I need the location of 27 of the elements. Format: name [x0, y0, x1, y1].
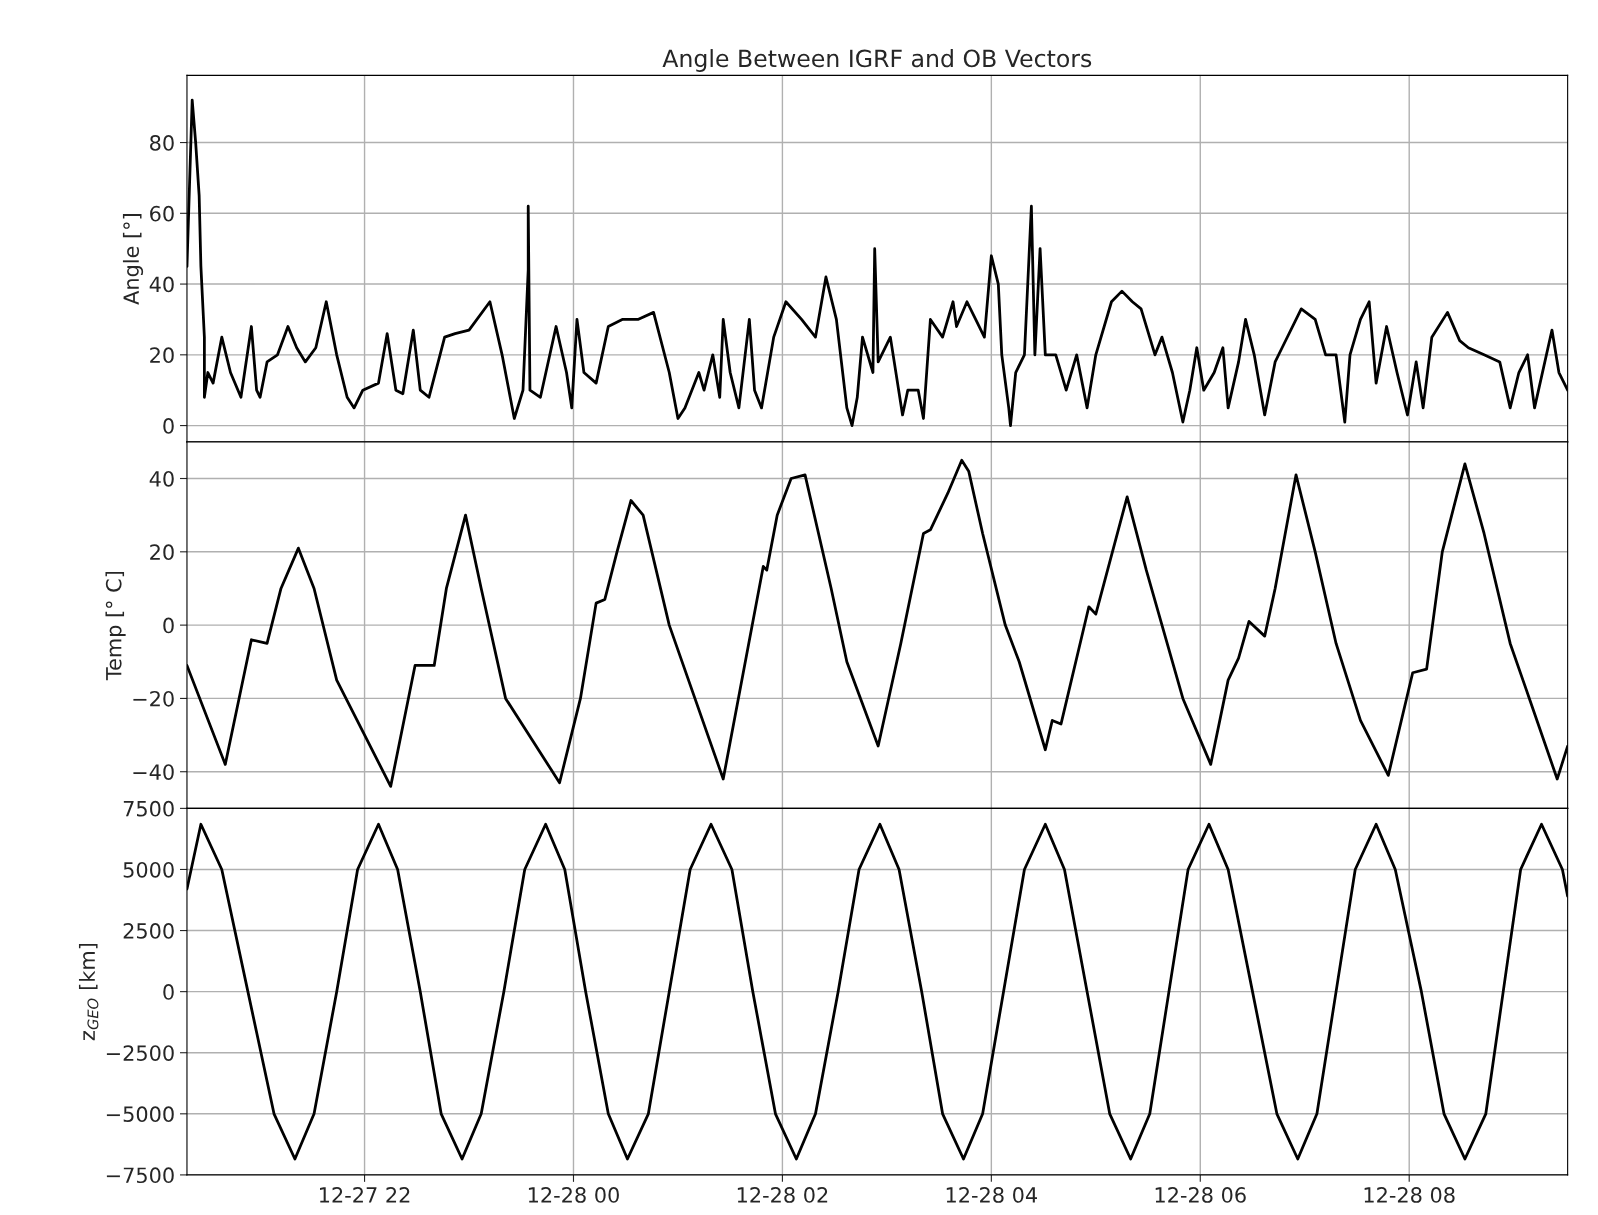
y-tick-label: −5000: [106, 1106, 174, 1123]
y-tick-label: 40: [149, 276, 174, 293]
y-axis-title: Angle [°]: [122, 214, 144, 305]
y-tick-label: −2500: [106, 1045, 174, 1061]
y-tick-label: −20: [133, 690, 174, 707]
x-tick-label: 12-28 04: [946, 1187, 1038, 1203]
y-axis-title: z$_{GEO}$ [km]: [78, 943, 99, 1041]
y-tick-label: 7500: [123, 800, 174, 817]
x-tick-label: 12-28 00: [528, 1187, 619, 1203]
y-tick-label: 60: [150, 205, 174, 222]
y-tick-label: 20: [150, 544, 174, 561]
y-tick-label: 5000: [123, 861, 174, 878]
y-tick-label: 20: [150, 347, 174, 364]
y-tick-label: −7500: [106, 1167, 174, 1184]
chart-title: Angle Between IGRF and OB Vectors: [662, 49, 1092, 72]
y-tick-label: 40: [149, 470, 174, 487]
y-tick-label: 0: [163, 984, 174, 1000]
y-tick-label: 0: [163, 418, 174, 434]
x-tick-label: 12-27 22: [320, 1187, 410, 1203]
y-tick-label: 2500: [123, 923, 174, 939]
x-tick-label: 12-28 08: [1364, 1187, 1455, 1203]
x-tick-label: 12-28 06: [1155, 1187, 1246, 1203]
y-tick-label: 80: [150, 135, 174, 151]
y-tick-label: −40: [133, 764, 174, 780]
y-axis-title: Temp [° C]: [105, 571, 126, 681]
x-tick-label: 12-28 02: [737, 1187, 828, 1203]
y-tick-label: 0: [163, 617, 174, 634]
